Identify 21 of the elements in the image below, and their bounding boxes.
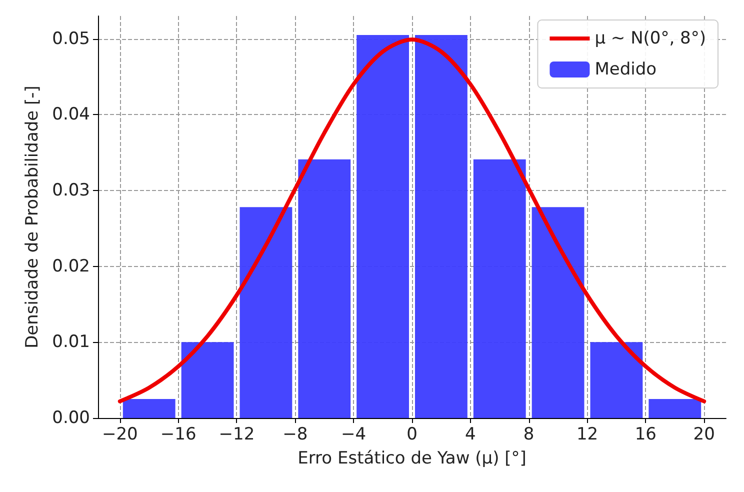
x-tick-label: −16	[160, 424, 196, 444]
x-tick-label: 0	[406, 424, 418, 444]
y-axis-title: Densidade de Probabilidade [-]	[22, 86, 43, 348]
x-axis-title: Erro Estático de Yaw (μ) [°]	[298, 448, 526, 468]
x-tick-label: 4	[465, 424, 476, 444]
legend-label: Medido	[594, 60, 657, 80]
x-tick-label: 16	[634, 424, 656, 444]
x-tick-label: −8	[282, 424, 308, 444]
y-tick-label: 0.04	[52, 104, 90, 125]
x-tick-label: 20	[693, 424, 715, 444]
y-tick-label: 0.02	[52, 256, 90, 276]
x-tick-label: −4	[341, 424, 366, 444]
x-tick-label: −20	[102, 424, 138, 444]
y-tick-label: 0.05	[52, 28, 90, 49]
y-tick-label: 0.01	[52, 332, 90, 352]
x-tick-label: 12	[576, 424, 598, 444]
legend-label: μ ~ N(0°, 8°)	[594, 28, 706, 48]
y-tick-label: 0.00	[52, 408, 90, 428]
x-tick-label: 8	[523, 424, 534, 444]
x-tick-label: −12	[218, 424, 255, 444]
y-tick-label: 0.03	[52, 180, 90, 200]
